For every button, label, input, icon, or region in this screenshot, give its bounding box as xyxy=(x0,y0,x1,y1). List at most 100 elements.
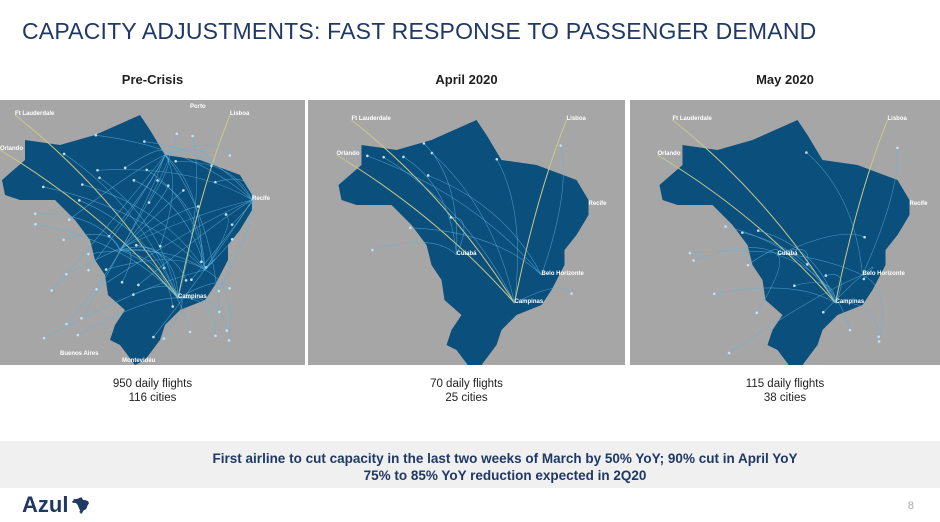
route-line xyxy=(82,184,206,271)
city-dot xyxy=(132,179,136,182)
route-line xyxy=(63,233,121,251)
city-label: Montevidéu xyxy=(122,358,156,364)
city-label: Campinas xyxy=(836,299,865,305)
city-dot xyxy=(371,248,374,252)
city-dot xyxy=(158,244,162,248)
route-line xyxy=(97,169,253,201)
route-map-april: Ft Lauderdale Lisboa Orlando Recife Belo Hor… xyxy=(308,100,625,365)
city-dot xyxy=(214,334,217,338)
city-dot xyxy=(76,333,80,337)
brazil-map-shape xyxy=(338,120,589,365)
city-dot xyxy=(230,223,234,226)
route-line xyxy=(428,175,542,276)
route-line xyxy=(862,147,898,276)
route-line xyxy=(862,266,874,280)
route-line xyxy=(66,199,253,275)
route-line xyxy=(51,154,166,291)
route-line xyxy=(119,249,191,332)
city-dot xyxy=(724,225,727,228)
route-line xyxy=(119,249,174,307)
route-line xyxy=(88,250,206,271)
route-line xyxy=(693,247,778,261)
city-label: Campinas xyxy=(515,299,544,305)
city-dot xyxy=(188,330,192,334)
route-line xyxy=(69,154,166,220)
city-dot xyxy=(228,286,231,290)
route-line xyxy=(96,199,253,290)
route-line xyxy=(144,141,253,201)
route-line xyxy=(806,152,863,276)
stats-may: 115 daily flights 38 cities xyxy=(745,378,825,404)
city-dot xyxy=(449,216,453,219)
route-line xyxy=(177,282,230,299)
city-dot xyxy=(824,274,828,277)
city-dot xyxy=(67,218,71,221)
route-line xyxy=(63,153,179,299)
route-line xyxy=(146,169,206,271)
city-dot xyxy=(877,340,881,343)
city-dot xyxy=(145,168,149,172)
city-dot xyxy=(62,152,66,156)
city-dot xyxy=(755,311,759,314)
route-line xyxy=(862,274,883,342)
international-routes xyxy=(657,119,888,304)
route-line xyxy=(204,269,231,341)
city-label: Ft Lauderdale xyxy=(352,116,392,122)
city-label: Orlando xyxy=(658,151,681,157)
city-dot xyxy=(224,213,228,216)
city-dot xyxy=(87,252,90,256)
city-label: Ft Lauderdale xyxy=(673,116,713,122)
city-dot xyxy=(692,259,695,262)
route-line xyxy=(758,230,836,304)
city-dot xyxy=(228,154,232,157)
city-dot xyxy=(162,337,166,340)
city-dot xyxy=(98,176,101,180)
city-label: Orlando xyxy=(337,151,360,157)
city-dot xyxy=(62,238,65,242)
city-dot xyxy=(143,140,146,143)
route-line xyxy=(157,180,206,271)
route-line xyxy=(177,297,216,336)
city-label: Recife xyxy=(252,196,271,202)
stats-april: 70 daily flights 25 cities xyxy=(430,378,503,404)
route-line xyxy=(164,145,231,156)
city-dot xyxy=(218,310,221,314)
route-line xyxy=(81,154,166,319)
route-line xyxy=(88,154,166,271)
route-line xyxy=(777,248,809,265)
route-line xyxy=(77,297,179,336)
city-dot xyxy=(230,238,234,241)
route-line xyxy=(119,249,187,281)
city-dot xyxy=(184,279,188,282)
city-dot xyxy=(422,142,426,145)
route-line xyxy=(133,286,179,299)
route-line xyxy=(43,186,206,271)
panel-heading-april: April 2020 xyxy=(435,72,498,87)
route-line xyxy=(191,199,253,280)
city-dot xyxy=(33,212,37,216)
city-dot xyxy=(96,168,99,172)
route-line xyxy=(714,287,836,304)
city-dot xyxy=(741,231,744,234)
summary-banner: First airline to cut capacity in the las… xyxy=(0,441,940,488)
city-dot xyxy=(95,288,98,291)
city-dot xyxy=(147,201,151,204)
route-line xyxy=(423,143,458,256)
route-line xyxy=(410,227,542,276)
city-dot xyxy=(50,289,54,292)
city-dot xyxy=(409,226,412,230)
city-dot xyxy=(896,146,899,150)
city-label: Cuiabá xyxy=(778,251,799,257)
city-label: Belo Horizonte xyxy=(863,271,906,277)
city-dot xyxy=(171,305,175,308)
route-line xyxy=(177,297,228,331)
city-dot xyxy=(65,272,68,276)
route-line xyxy=(164,154,202,262)
route-line xyxy=(514,287,572,304)
city-label: Belo Horizonte xyxy=(542,271,585,277)
brazil-map-shape xyxy=(2,115,252,365)
city-label: Lisboa xyxy=(567,116,587,122)
city-dot xyxy=(94,133,98,137)
city-label: Buenos Aires xyxy=(60,351,99,357)
route-line xyxy=(79,200,179,299)
